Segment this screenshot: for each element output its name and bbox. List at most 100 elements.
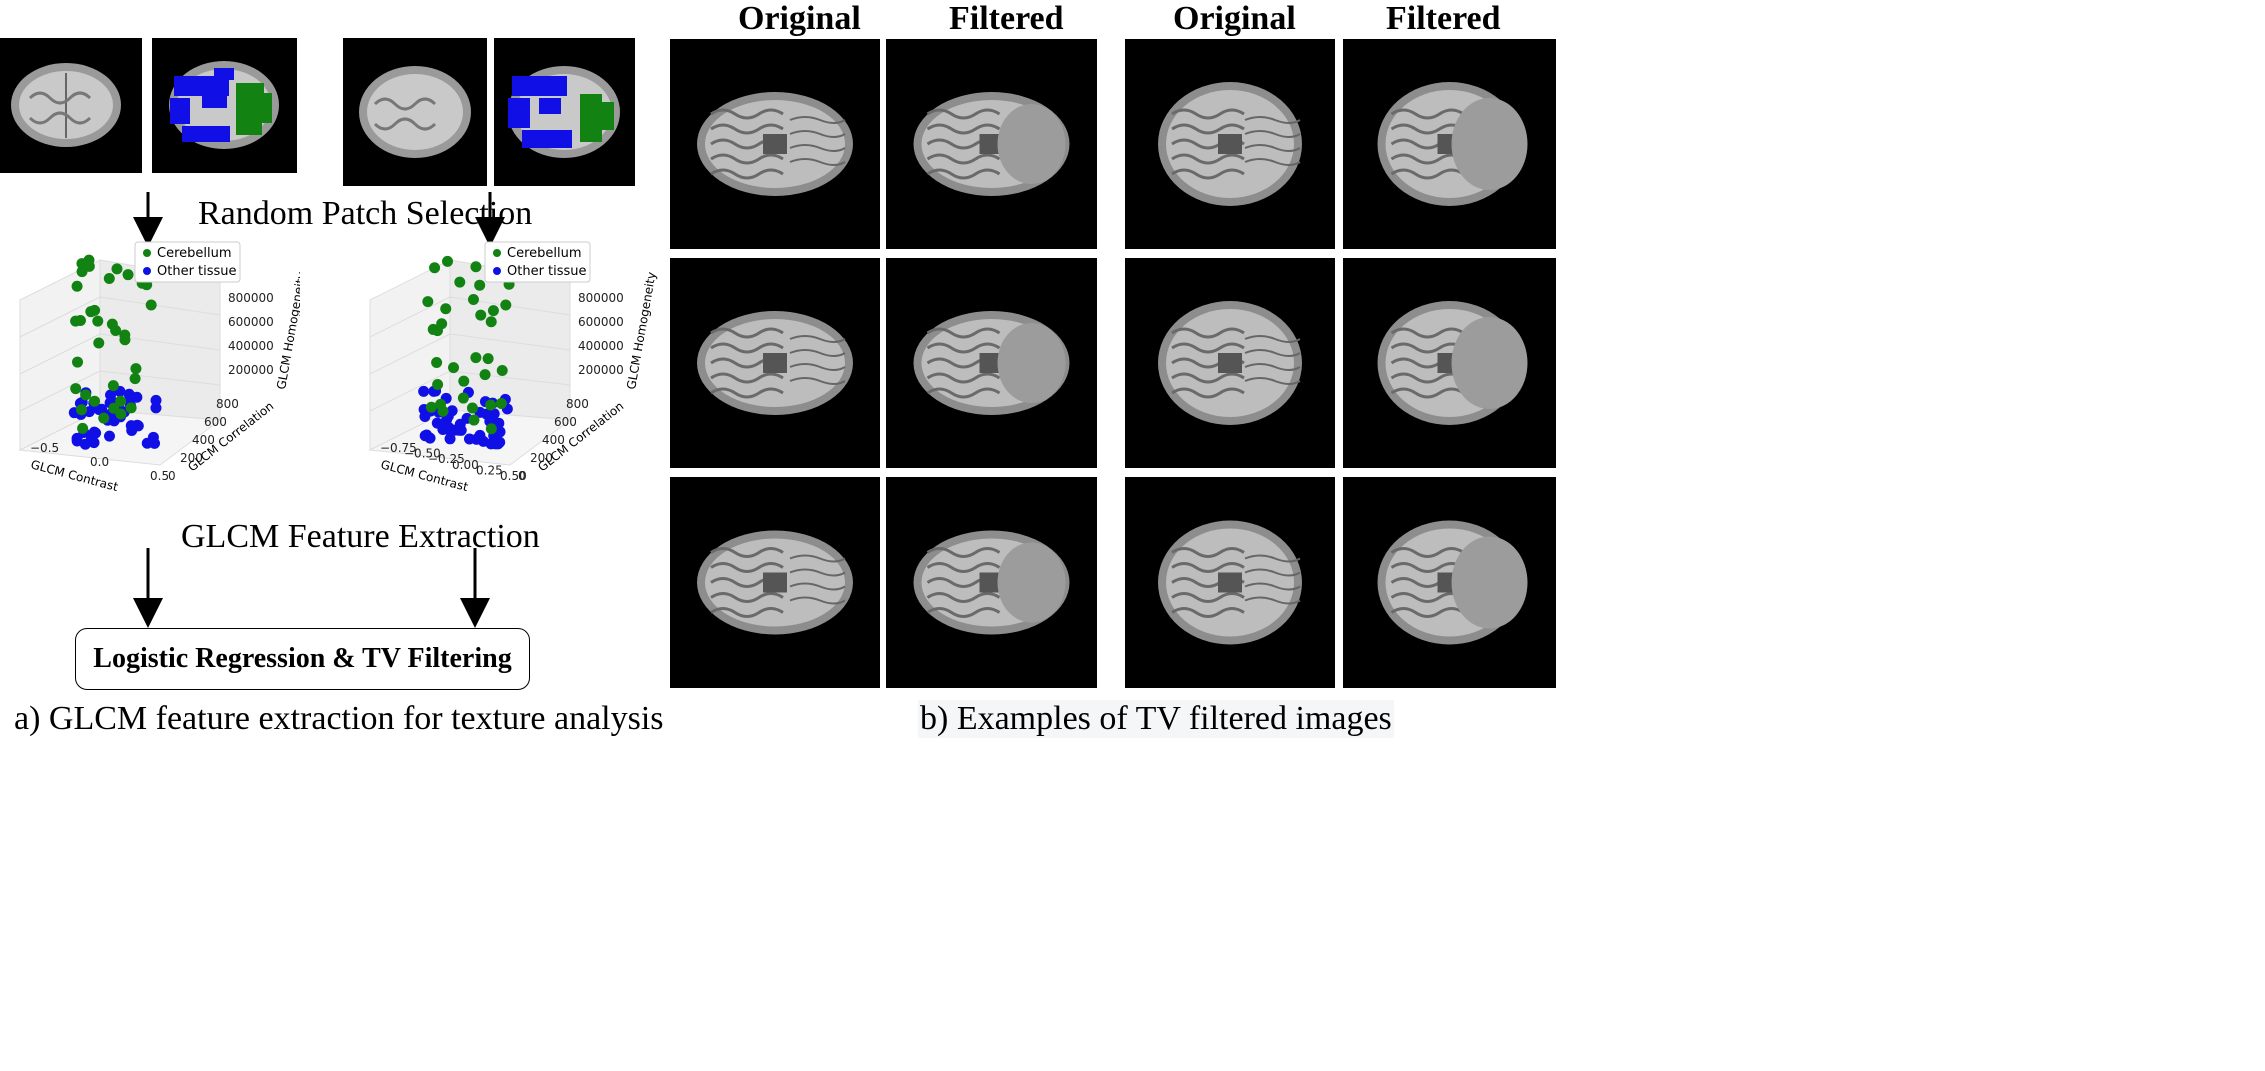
data-point-cerebellum xyxy=(466,402,478,414)
x-tick-label: 0.0 xyxy=(90,455,109,469)
data-point-other-tissue xyxy=(446,405,458,417)
data-point-other-tissue xyxy=(431,417,443,429)
grid-line xyxy=(449,333,571,351)
data-point-cerebellum xyxy=(71,280,83,292)
legend-marker-cerebellum xyxy=(143,249,151,257)
legend-box xyxy=(134,241,241,283)
data-point-other-tissue xyxy=(71,435,83,447)
data-point-cerebellum xyxy=(119,334,131,346)
x-tick-label: 0.5 xyxy=(150,469,169,483)
data-point-other-tissue xyxy=(494,426,506,438)
data-point-cerebellum xyxy=(429,262,441,274)
original-brain-image xyxy=(670,39,880,249)
legend-marker-other-tissue xyxy=(493,267,501,275)
col-header-original-1: Original xyxy=(738,0,861,37)
legend-marker-other-tissue xyxy=(143,267,151,275)
data-point-cerebellum xyxy=(130,363,142,375)
legend-box xyxy=(484,241,591,283)
data-point-cerebellum xyxy=(432,378,444,390)
brain-thumb-left-original xyxy=(0,38,142,173)
grid-line xyxy=(369,296,451,338)
data-point-cerebellum xyxy=(435,398,447,410)
z-tick-label: 600000 xyxy=(228,315,274,329)
data-point-cerebellum xyxy=(458,375,470,387)
data-point-cerebellum xyxy=(106,318,118,330)
data-point-cerebellum xyxy=(93,337,105,349)
data-point-other-tissue xyxy=(455,424,467,436)
original-brain-image xyxy=(1125,39,1335,249)
data-point-cerebellum xyxy=(145,299,157,311)
legend: Cerebellum Other tissue xyxy=(484,241,591,283)
x-tick-label: −0.5 xyxy=(30,441,59,455)
data-point-cerebellum xyxy=(470,352,482,364)
original-brain-image xyxy=(1125,258,1335,468)
data-point-cerebellum xyxy=(125,402,137,414)
data-point-cerebellum xyxy=(77,422,89,434)
data-point-cerebellum xyxy=(485,316,497,328)
data-point-other-tissue xyxy=(93,404,105,416)
data-point-cerebellum xyxy=(85,306,97,318)
brain-thumb-left-patches xyxy=(152,38,297,173)
filtered-brain-image xyxy=(1343,477,1556,688)
data-point-other-tissue xyxy=(105,389,117,401)
data-point-cerebellum xyxy=(496,364,508,376)
data-point-cerebellum xyxy=(115,395,127,407)
y-tick-label: 200 xyxy=(530,451,553,465)
y-tick-label: 800 xyxy=(216,397,239,411)
y-tick-label: 0 xyxy=(518,469,526,483)
data-point-other-tissue xyxy=(88,426,100,438)
data-point-cerebellum xyxy=(92,315,104,327)
data-point-cerebellum xyxy=(431,325,443,337)
grid-line xyxy=(99,296,221,316)
grid-line xyxy=(19,296,101,338)
brain-thumb-right-original xyxy=(343,38,487,186)
col-header-original-2: Original xyxy=(1173,0,1296,37)
data-point-other-tissue xyxy=(418,385,430,397)
z-tick-label: 200000 xyxy=(578,363,624,377)
data-point-other-tissue xyxy=(147,431,159,443)
data-point-other-tissue xyxy=(103,430,115,442)
filtered-brain-image xyxy=(1343,39,1556,249)
data-point-cerebellum xyxy=(468,414,480,426)
legend-label-other-tissue: Other tissue xyxy=(157,264,237,279)
data-point-other-tissue xyxy=(88,437,100,449)
data-point-cerebellum xyxy=(457,392,469,404)
z-tick-label: 200000 xyxy=(228,363,274,377)
pane-floor xyxy=(18,409,222,466)
data-point-other-tissue xyxy=(126,425,138,437)
scatter-plot-right: Cerebellum Other tissue 800000 600000 400000… xyxy=(368,241,659,494)
z-tick-label: 600000 xyxy=(578,315,624,329)
data-point-cerebellum xyxy=(487,305,499,317)
data-point-other-tissue xyxy=(477,435,489,447)
brain-thumb-right-patches xyxy=(494,38,635,186)
col-header-filtered-1: Filtered xyxy=(949,0,1064,37)
legend-label-cerebellum: Cerebellum xyxy=(507,246,582,261)
data-point-cerebellum xyxy=(448,362,460,374)
data-point-cerebellum xyxy=(475,309,487,321)
y-tick-label: 600 xyxy=(204,415,227,429)
data-point-cerebellum xyxy=(440,303,452,315)
y-tick-label: 600 xyxy=(554,415,577,429)
x-tick-label: −0.25 xyxy=(428,452,465,466)
data-point-cerebellum xyxy=(479,369,491,381)
data-point-cerebellum xyxy=(83,254,95,266)
filtered-brain-image xyxy=(886,39,1097,249)
legend: Cerebellum Other tissue xyxy=(134,241,241,283)
data-point-other-tissue xyxy=(494,436,506,448)
legend-label-other-tissue: Other tissue xyxy=(507,264,587,279)
data-point-cerebellum xyxy=(485,399,497,411)
col-header-filtered-2: Filtered xyxy=(1386,0,1501,37)
filtered-brain-image xyxy=(886,477,1097,688)
caption-a: a) GLCM feature extraction for texture a… xyxy=(14,700,664,737)
x-tick-label: 0.00 xyxy=(452,458,479,472)
random-patch-label: Random Patch Selection xyxy=(198,195,533,232)
data-point-cerebellum xyxy=(80,389,92,401)
logistic-regression-box: Logistic Regression & TV Filtering xyxy=(75,628,530,690)
data-point-cerebellum xyxy=(70,383,82,395)
data-point-cerebellum xyxy=(111,263,123,275)
flow-arrows xyxy=(133,192,505,628)
data-point-other-tissue xyxy=(424,432,436,444)
data-point-cerebellum xyxy=(72,356,84,368)
grid-line xyxy=(99,370,221,386)
legend-marker-cerebellum xyxy=(493,249,501,257)
